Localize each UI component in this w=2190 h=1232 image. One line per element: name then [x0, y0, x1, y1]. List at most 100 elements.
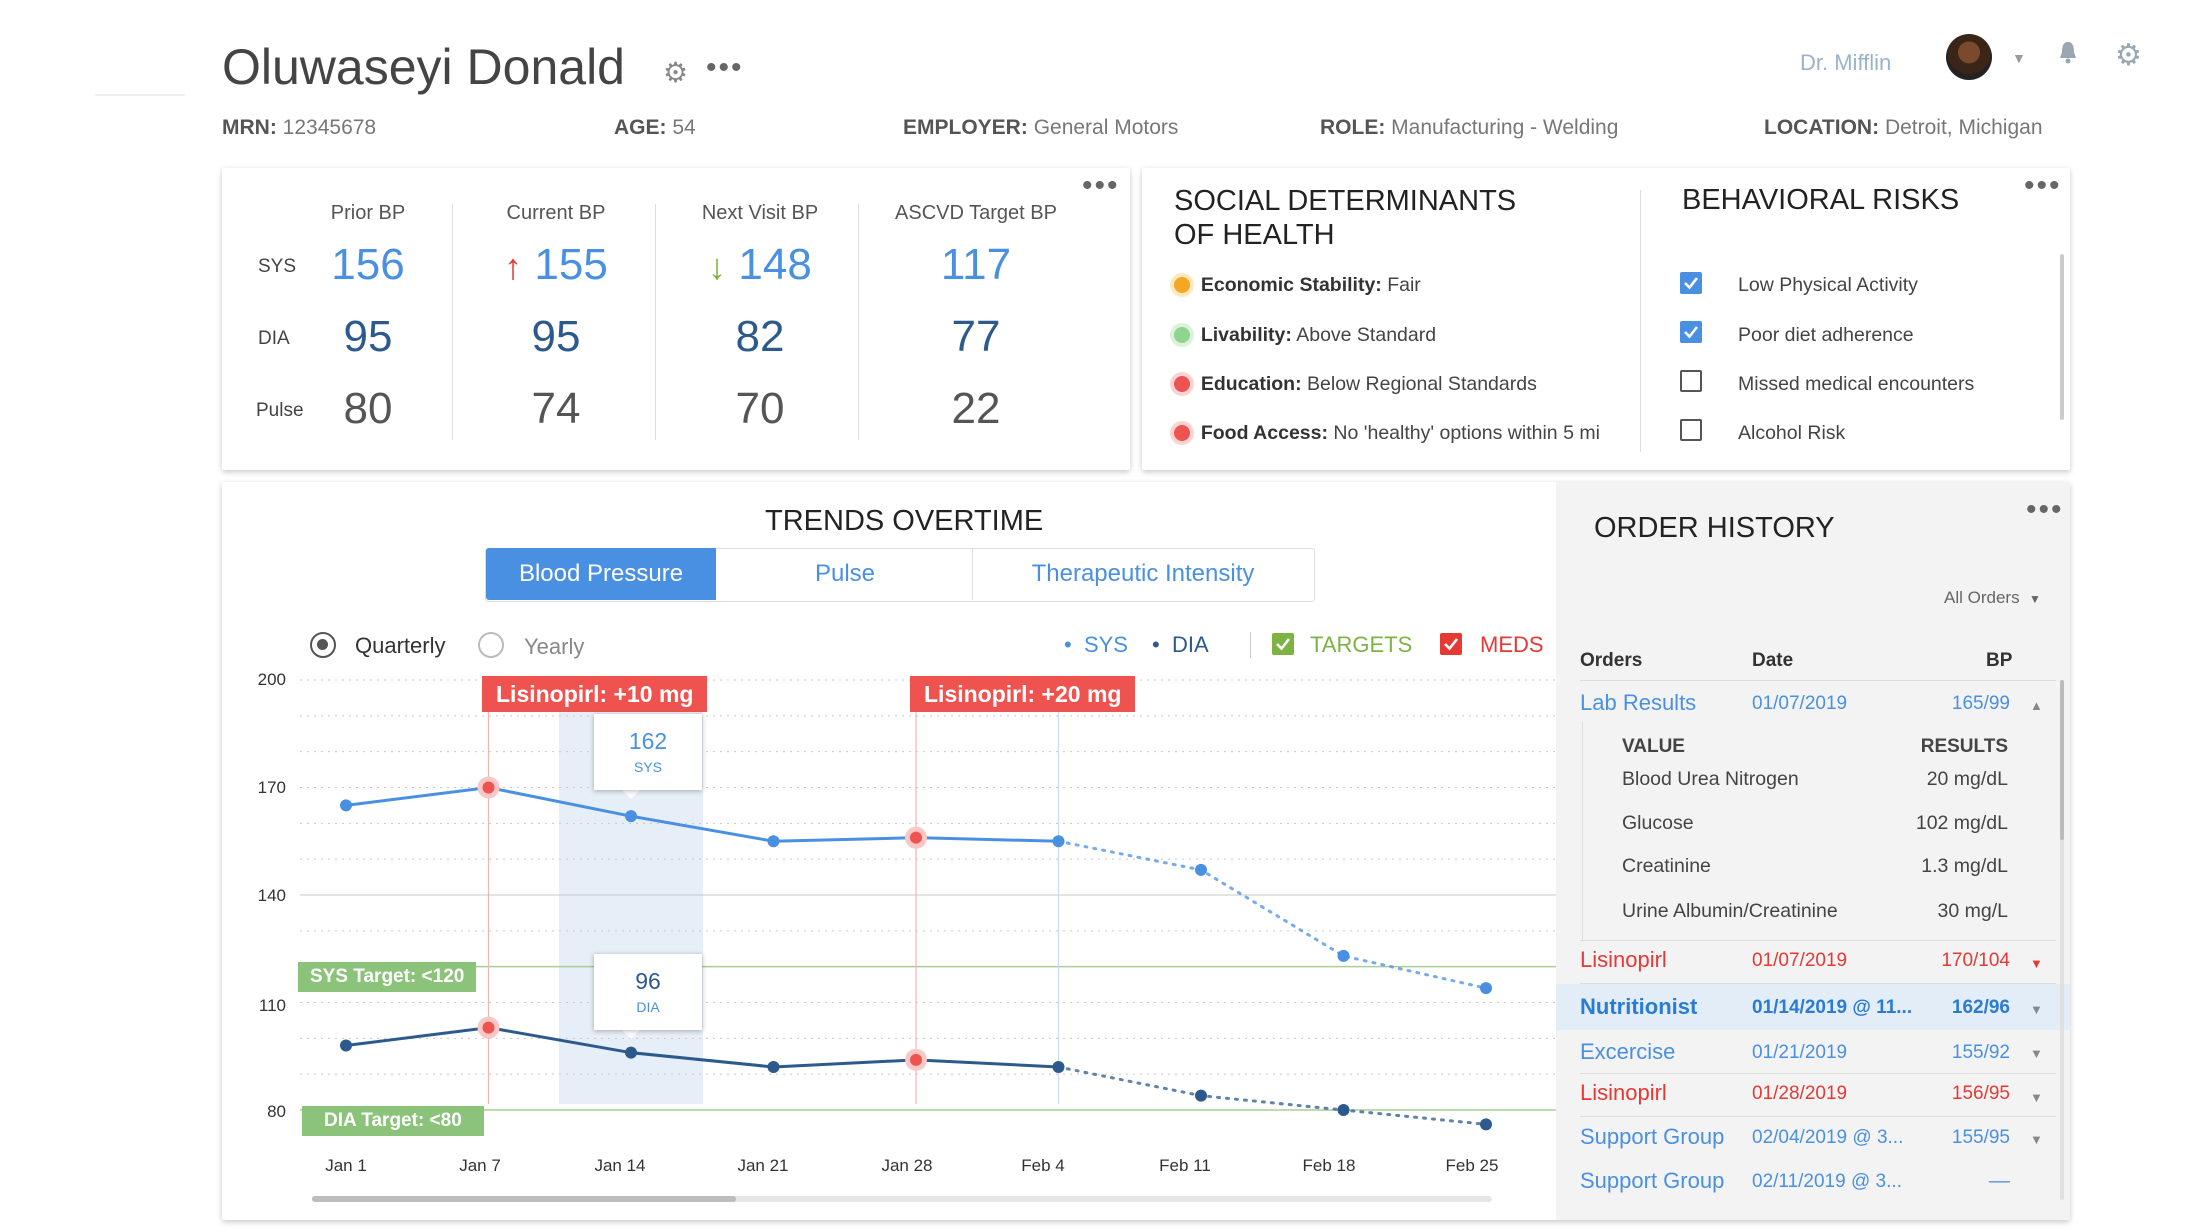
- med-marker: [482, 1021, 495, 1034]
- divider: [1580, 1116, 2056, 1117]
- data-point-dia: [1337, 1104, 1350, 1116]
- order-row-support-group[interactable]: Support Group: [1580, 1124, 1725, 1149]
- x-tick-label: Jan 1: [325, 1156, 367, 1175]
- sdoh-economic: Economic Stability: Fair: [1174, 274, 1421, 297]
- date-col-header: Date: [1752, 650, 1794, 671]
- order-date: 01/14/2019 @ 11...: [1752, 997, 1913, 1018]
- gear-icon[interactable]: ⚙: [2115, 39, 2142, 72]
- legend-sys[interactable]: • SYS: [1064, 632, 1128, 657]
- ascvd-pulse: 22: [951, 384, 1001, 433]
- ascvd-sys: 117: [940, 240, 1012, 289]
- tab-blood-pressure[interactable]: Blood Pressure: [486, 548, 716, 600]
- chevron-down-icon[interactable]: ▼: [2030, 1046, 2043, 1061]
- med-marker: [910, 831, 922, 844]
- chevron-down-icon[interactable]: ▼: [2030, 1132, 2043, 1147]
- checkbox-unchecked-icon[interactable]: [1680, 370, 1702, 392]
- divider: [1580, 680, 2056, 681]
- order-row-lisinopril[interactable]: Lisinopirl: [1580, 1080, 1667, 1105]
- order-bp: 162/96: [1951, 997, 2010, 1018]
- chevron-down-icon[interactable]: ▼: [2030, 1090, 2043, 1105]
- checkbox-checked-icon[interactable]: [1272, 633, 1294, 655]
- y-tick-label: 140: [257, 886, 286, 905]
- checkbox-checked-icon[interactable]: [1680, 321, 1702, 343]
- row-label-dia: DIA: [258, 328, 290, 349]
- bp-col-header: BP: [1986, 650, 2013, 671]
- y-tick-label: 110: [258, 996, 286, 1015]
- meta-employer: EMPLOYER: General Motors: [903, 116, 1179, 139]
- order-bp: ––: [1988, 1171, 2010, 1192]
- bp-card-more-icon[interactable]: •••: [1082, 169, 1120, 202]
- lab-result: 1.3 mg/dL: [1921, 855, 2008, 877]
- data-point-dia: [1052, 1061, 1065, 1073]
- arrow-up-icon: ↑: [504, 246, 523, 287]
- chart-scrollbar-thumb[interactable]: [312, 1196, 736, 1202]
- tab-therapeutic-intensity[interactable]: Therapeutic Intensity: [1031, 560, 1255, 587]
- data-point-dia: [340, 1039, 352, 1052]
- col-title-current: Current BP: [506, 202, 606, 224]
- bp-summary-card: ••• SYS DIA Pulse Prior BP 156 95 80 Cur…: [222, 168, 1130, 470]
- chevron-up-icon[interactable]: ▲: [2030, 698, 2043, 713]
- tooltip-sys: 162 SYS: [594, 714, 702, 790]
- order-bp: 155/92: [1951, 1042, 2010, 1063]
- meta-mrn: MRN: 12345678: [222, 116, 377, 139]
- chevron-down-icon[interactable]: ▼: [2030, 1002, 2043, 1017]
- x-tick-label: Feb 25: [1445, 1156, 1499, 1175]
- order-bp: 170/104: [1941, 950, 2010, 971]
- med-marker: [482, 781, 495, 794]
- order-filter-select[interactable]: All Orders ▼: [1944, 588, 2041, 607]
- checkbox-checked-icon[interactable]: [1680, 272, 1702, 294]
- prior-pulse: 80: [343, 384, 393, 433]
- order-scrollbar-track[interactable]: [2060, 680, 2064, 1200]
- data-point-dia: [625, 1046, 637, 1059]
- radio-selected-icon[interactable]: [310, 632, 336, 658]
- col-title-prior: Prior BP: [330, 202, 406, 224]
- order-row-exercise[interactable]: Excercise: [1580, 1039, 1676, 1064]
- meta-location: LOCATION: Detroit, Michigan: [1764, 116, 2043, 139]
- radio-yearly-label[interactable]: Yearly: [524, 634, 585, 659]
- avatar[interactable]: [1946, 34, 1992, 80]
- behavioral-item: Missed medical encounters: [1738, 373, 1975, 395]
- legend-targets[interactable]: TARGETS: [1310, 632, 1413, 657]
- sdoh-card-more-icon[interactable]: •••: [2024, 169, 2062, 202]
- divider: [1250, 632, 1251, 658]
- data-point-sys: [767, 835, 780, 848]
- order-row-lisinopril[interactable]: Lisinopirl: [1580, 947, 1667, 972]
- radio-unselected-icon[interactable]: [478, 632, 504, 658]
- doctor-name: Dr. Mifflin: [1800, 50, 1892, 75]
- order-row-lab-results[interactable]: Lab Results: [1580, 690, 1697, 715]
- data-point-sys: [1195, 863, 1207, 876]
- x-tick-label: Feb 4: [1021, 1156, 1065, 1175]
- med-event-label[interactable]: Lisinopirl: +20 mg: [910, 676, 1136, 712]
- tooltip-dia: 96 DIA: [594, 954, 702, 1030]
- order-history-more-icon[interactable]: •••: [2026, 493, 2064, 526]
- prior-dia: 95: [343, 312, 393, 361]
- radio-quarterly-label[interactable]: Quarterly: [355, 633, 446, 658]
- current-sys: ↑ 155: [504, 240, 608, 289]
- order-date: 01/28/2019: [1752, 1083, 1848, 1104]
- checkbox-unchecked-icon[interactable]: [1680, 419, 1702, 441]
- patient-more-icon[interactable]: •••: [706, 51, 744, 84]
- data-point-dia: [1480, 1118, 1492, 1131]
- tooltip-pointer: [621, 789, 641, 799]
- order-row-nutritionist[interactable]: Nutritionist: [1580, 994, 1698, 1019]
- x-tick-label: Feb 18: [1302, 1156, 1356, 1175]
- chevron-down-icon[interactable]: ▼: [2012, 50, 2026, 66]
- patient-settings-icon[interactable]: ⚙: [663, 57, 689, 88]
- chevron-down-icon[interactable]: ▼: [2030, 956, 2043, 971]
- bell-icon[interactable]: [2058, 40, 2078, 64]
- lab-result: 102 mg/dL: [1915, 812, 2008, 834]
- divider: [1582, 722, 1583, 940]
- med-event-label[interactable]: Lisinopirl: +10 mg: [482, 676, 708, 712]
- order-bp: 156/95: [1951, 1083, 2010, 1104]
- legend-dia[interactable]: • DIA: [1152, 632, 1209, 657]
- order-date: 02/11/2019 @ 3...: [1752, 1171, 1902, 1192]
- order-scrollbar-thumb[interactable]: [2060, 680, 2064, 840]
- x-tick-label: Jan 21: [737, 1156, 789, 1175]
- order-row-support-group[interactable]: Support Group: [1580, 1168, 1725, 1193]
- checkbox-checked-icon[interactable]: [1440, 633, 1462, 655]
- tab-pulse[interactable]: Pulse: [718, 548, 973, 600]
- legend-meds[interactable]: MEDS: [1480, 632, 1544, 657]
- scrollbar[interactable]: [2060, 254, 2064, 420]
- trends-title: TRENDS OVERTIME: [765, 505, 1044, 537]
- chart-scrollbar-track[interactable]: [312, 1196, 1492, 1202]
